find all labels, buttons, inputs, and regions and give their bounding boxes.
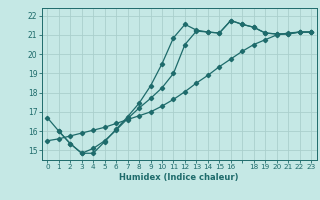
X-axis label: Humidex (Indice chaleur): Humidex (Indice chaleur)	[119, 173, 239, 182]
